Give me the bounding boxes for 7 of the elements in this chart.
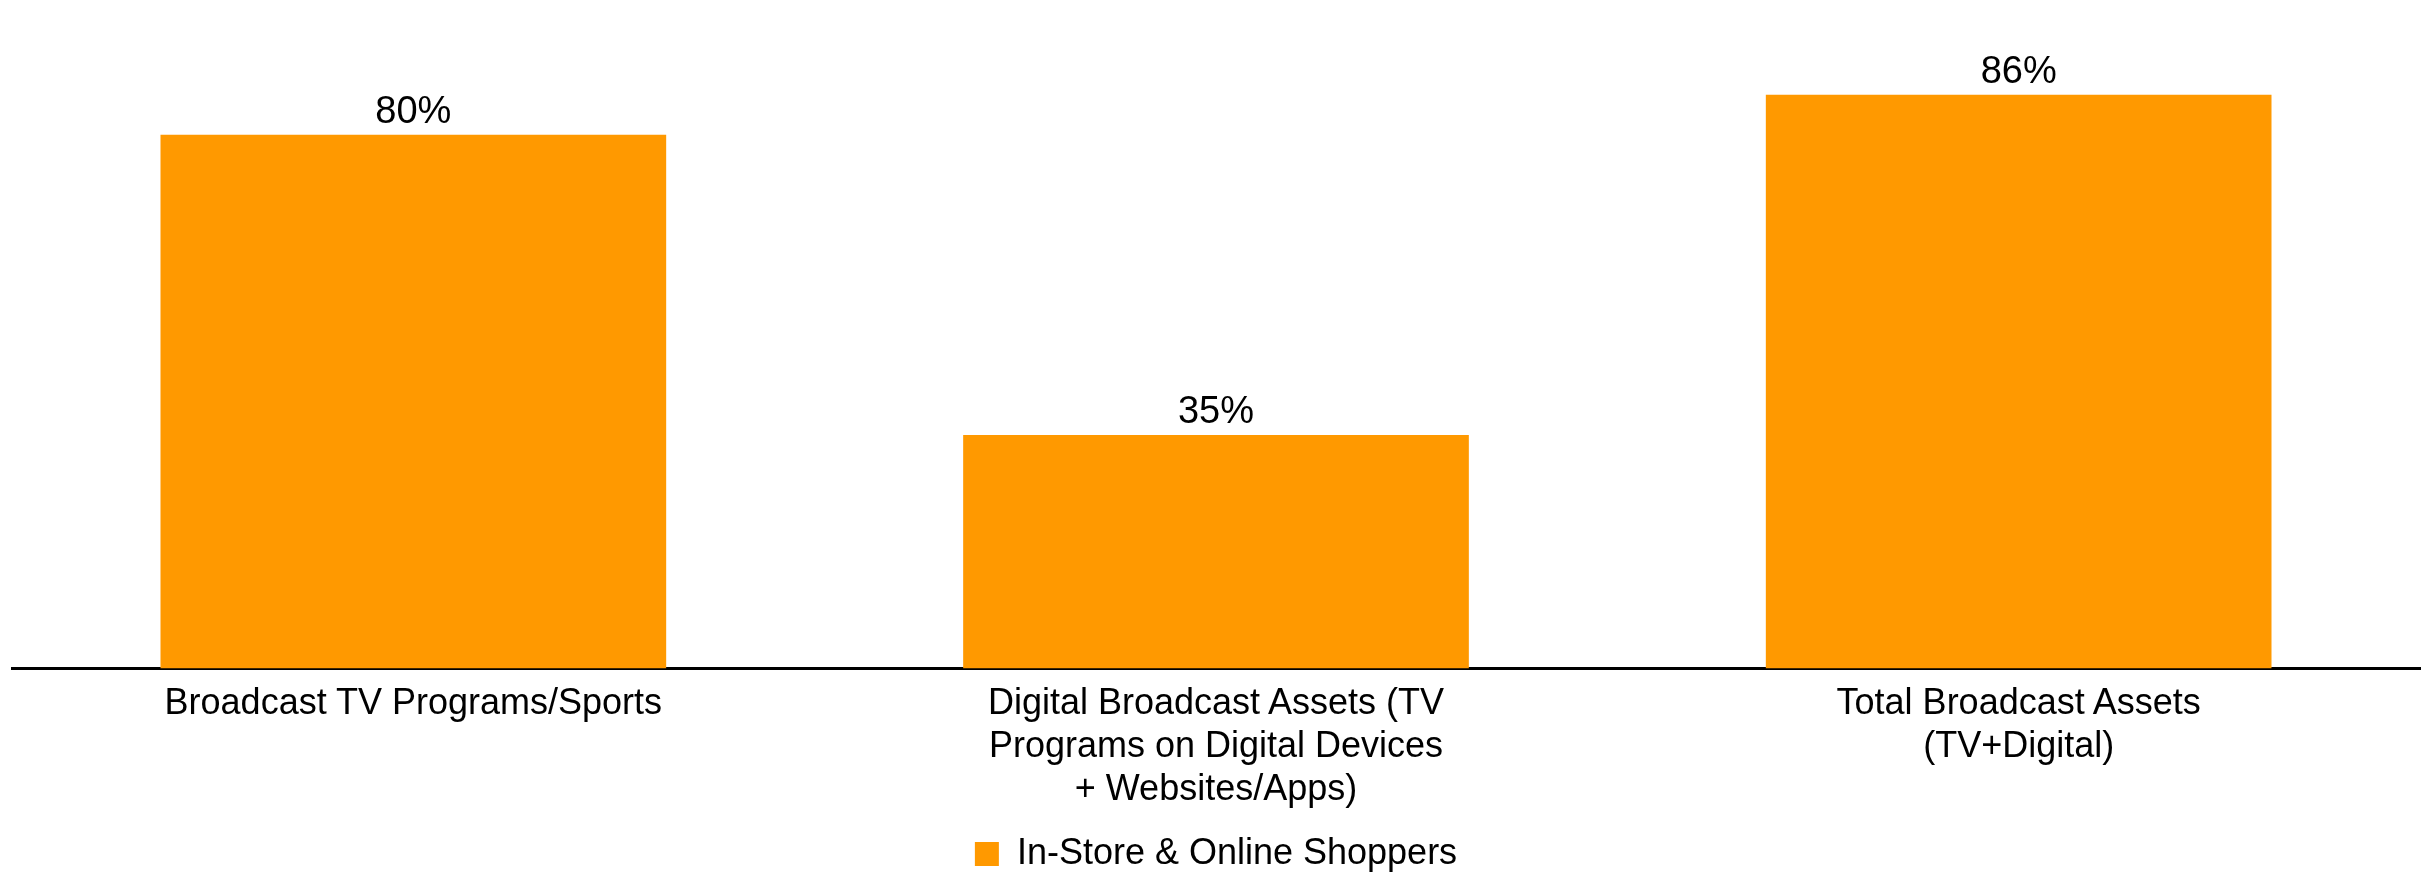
data-label: 80%	[375, 89, 452, 132]
legend-label: In-Store & Online Shoppers	[1016, 830, 1458, 872]
x-tick-label: Total Broadcast Assets (TV+Digital)	[1836, 680, 2201, 766]
data-label: 35%	[1177, 389, 1255, 432]
x-tick-label: Digital Broadcast Assets (TV Programs on Digital Devices + Websites/Apps)	[987, 680, 1445, 809]
x-tick-label: Broadcast TV Programs/Sports	[164, 680, 663, 722]
data-label: 86%	[1980, 49, 2057, 92]
